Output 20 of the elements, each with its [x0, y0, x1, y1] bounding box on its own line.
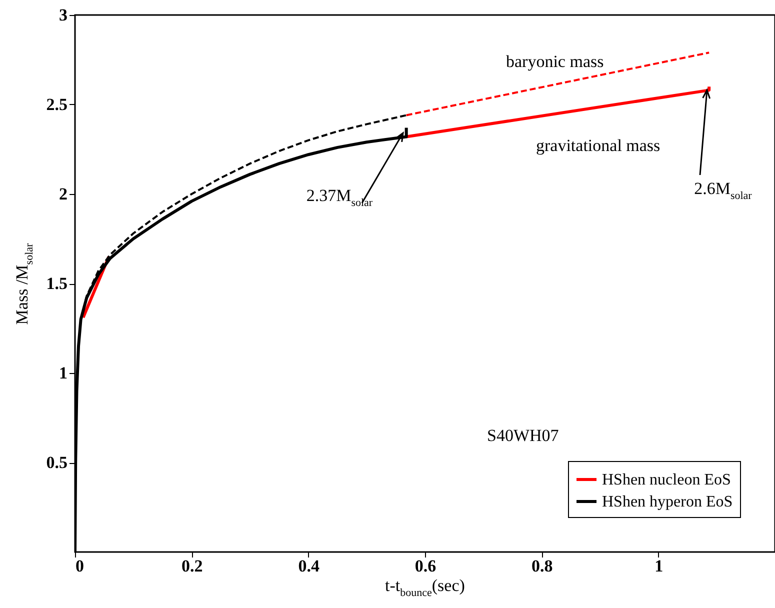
y-tick-label: 3 [59, 6, 68, 24]
annotation: 2.37M$_{solar}$ [306, 186, 373, 209]
x-tick-label: 0.2 [182, 556, 203, 576]
legend-label: HShen nucleon EoS [602, 472, 731, 488]
annotation: 2.6M$_{solar}$ [694, 178, 752, 202]
y-tick-label: 1 [59, 364, 68, 382]
annotation: baryonic mass [506, 52, 604, 72]
x-axis-title: t-t$_{bounce}$(sec) [385, 576, 465, 599]
annotation: gravitational mass [536, 136, 660, 156]
x-tick-label: 0 [76, 556, 84, 576]
legend-label: HShen hyperon EoS [602, 494, 733, 510]
x-tick-label: 0.8 [532, 556, 553, 576]
x-tick-label: 1 [654, 556, 664, 576]
annotation: S40WH07 [487, 426, 559, 446]
y-tick-label: 0.5 [46, 453, 68, 472]
y-tick-label: 2.5 [46, 95, 68, 114]
y-tick-label: 2 [59, 184, 68, 204]
x-tick-label: 0.4 [298, 556, 320, 576]
y-tick-label: 1.5 [46, 274, 68, 293]
x-tick-label: 0.6 [414, 556, 436, 576]
